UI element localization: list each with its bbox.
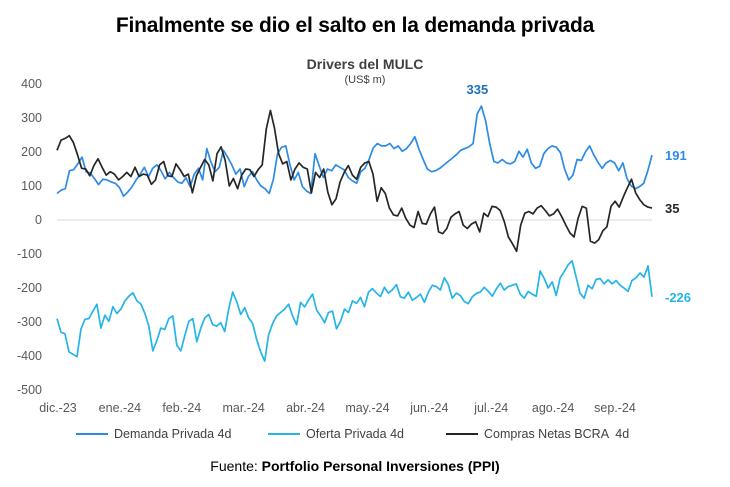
end-label-0: 191 <box>665 148 687 163</box>
y-tick-label: -400 <box>17 349 42 363</box>
legend-item-bcra: Compras Netas BCRA 4d <box>446 427 629 441</box>
source-note: Fuente: Portfolio Personal Inversiones (… <box>0 458 710 474</box>
series-line-0 <box>56 105 653 198</box>
series-lines <box>56 105 653 362</box>
end-labels: 191 335 -226 35 <box>467 82 691 305</box>
chart-title: Drivers del MULC <box>306 56 424 72</box>
y-tick-label: 100 <box>21 179 42 193</box>
legend-label-bcra: Compras Netas BCRA 4d <box>484 427 630 441</box>
y-tick-label: -300 <box>17 315 42 329</box>
legend-item-demanda: Demanda Privada 4d <box>76 427 231 441</box>
x-tick-label: abr.-24 <box>286 401 325 415</box>
legend-item-oferta: Oferta Privada 4d <box>268 427 404 441</box>
x-tick-label: feb.-24 <box>162 401 201 415</box>
headline: Finalmente se dio el salto en la demanda… <box>115 14 595 37</box>
x-tick-label: dic.-23 <box>39 401 77 415</box>
x-tick-label: sep.-24 <box>594 401 636 415</box>
y-tick-label: -200 <box>17 281 42 295</box>
y-tick-label: 200 <box>21 145 42 159</box>
series-line-1 <box>56 259 653 362</box>
y-axis-ticks: 400 300 200 100 0 -100 -200 -300 -400 -500 <box>17 77 42 397</box>
source-prefix: Fuente: <box>210 458 258 474</box>
y-tick-label: -100 <box>17 247 42 261</box>
peak-label: 335 <box>467 82 489 97</box>
series-line-2 <box>56 109 653 253</box>
legend-swatch-bcra <box>446 433 478 435</box>
x-axis-ticks: dic.-23 ene.-24 feb.-24 mar.-24 abr.-24 may.-… <box>39 401 636 415</box>
y-tick-label: 300 <box>21 111 42 125</box>
y-tick-label: 400 <box>21 77 42 91</box>
x-tick-label: jun.-24 <box>409 401 448 415</box>
x-tick-label: mar.-24 <box>222 401 264 415</box>
y-tick-label: -500 <box>17 383 42 397</box>
chart-subtitle: (US$ m) <box>344 74 386 86</box>
x-tick-label: jul.-24 <box>473 401 508 415</box>
x-tick-label: ago.-24 <box>532 401 574 415</box>
legend-label-oferta: Oferta Privada 4d <box>306 427 404 441</box>
legend-swatch-oferta <box>268 433 300 435</box>
end-label-1: -226 <box>665 290 691 305</box>
legend: Demanda Privada 4d Oferta Privada 4d Com… <box>0 427 730 447</box>
x-tick-label: ene.-24 <box>99 401 141 415</box>
y-tick-label: 0 <box>35 213 42 227</box>
end-label-2: 35 <box>665 201 679 216</box>
source-name: Portfolio Personal Inversiones (PPI) <box>261 458 500 474</box>
legend-swatch-demanda <box>76 433 108 435</box>
x-tick-label: may.-24 <box>345 401 389 415</box>
legend-label-demanda: Demanda Privada 4d <box>114 427 232 441</box>
